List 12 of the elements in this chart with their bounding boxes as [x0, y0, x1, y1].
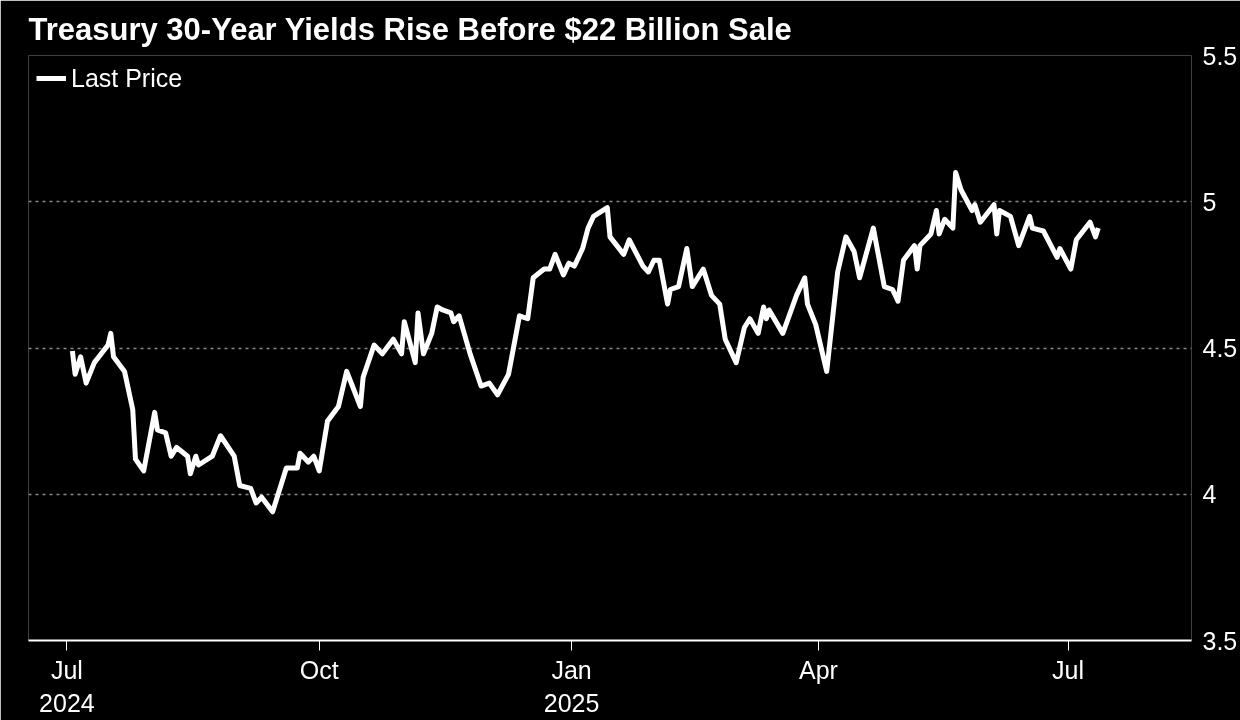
x-tick-label: Jul	[1052, 655, 1085, 684]
legend-label: Last Price	[71, 63, 183, 93]
chart-title: Treasury 30-Year Yields Rise Before $22 Billion Sale	[28, 11, 792, 47]
x-tick-label: Jan 2025	[543, 655, 600, 718]
y-tick-label: 5.5	[1202, 41, 1238, 70]
y-tick-label: 4	[1202, 480, 1217, 509]
y-tick-label: 5	[1202, 187, 1217, 216]
y-tick-label: 4.5	[1202, 334, 1238, 362]
x-tick-label: Jul 2024	[39, 655, 95, 718]
x-tick-label: Oct	[299, 655, 339, 684]
x-tick-label: Apr	[799, 655, 838, 684]
y-tick-label: 3.5	[1202, 626, 1238, 655]
